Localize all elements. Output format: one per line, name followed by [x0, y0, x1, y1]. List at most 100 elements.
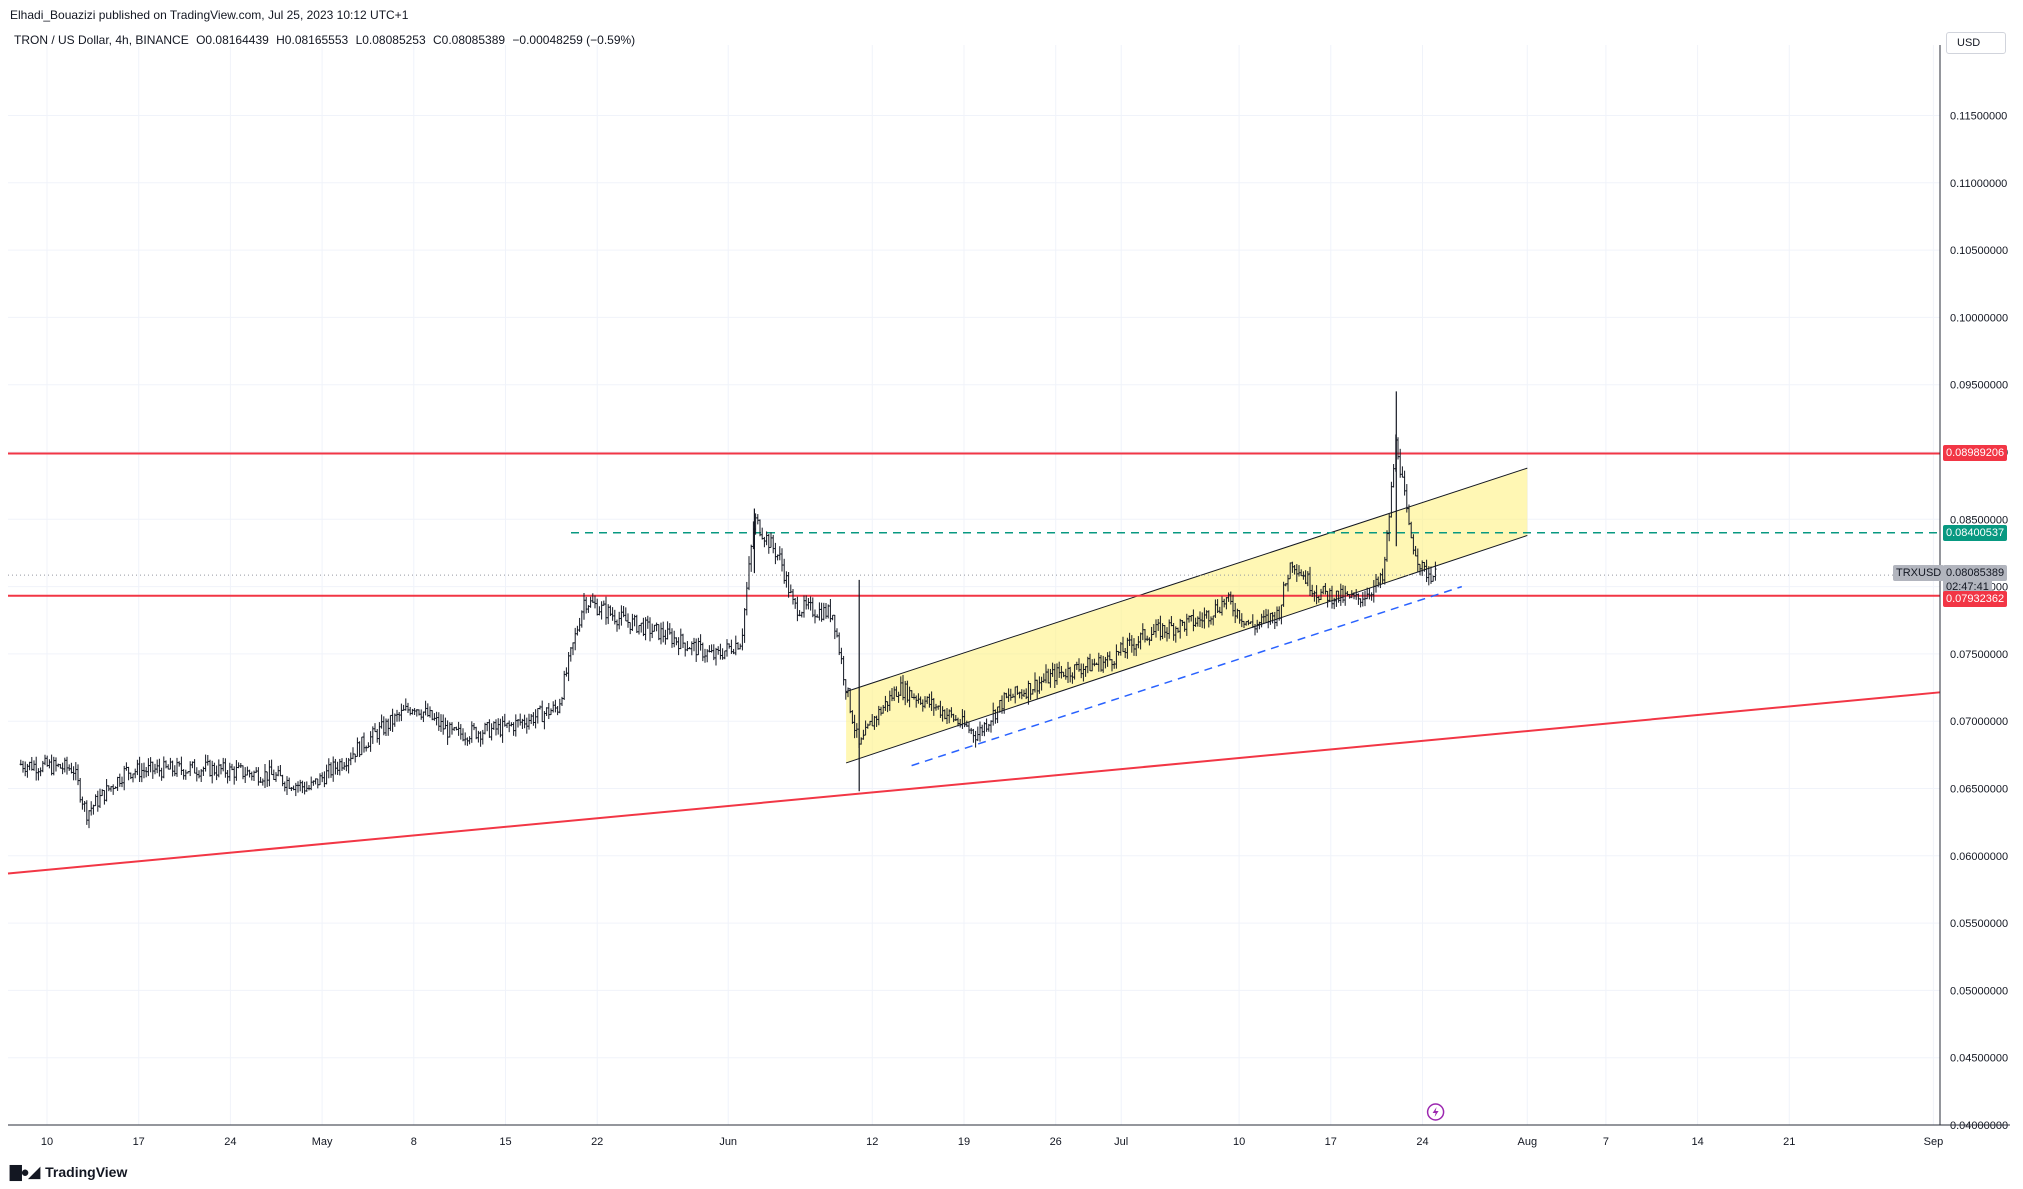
- candle: [156, 759, 159, 774]
- tradingview-logo[interactable]: ▇●◢ TradingView: [10, 1163, 127, 1181]
- x-tick-label: 19: [958, 1136, 970, 1148]
- candle: [835, 628, 839, 638]
- candle: [607, 604, 610, 625]
- candle: [692, 637, 696, 652]
- icons: [1426, 1103, 1445, 1121]
- publisher-line: Elhadi_Bouazizi published on TradingView…: [10, 8, 409, 22]
- candle: [151, 761, 154, 779]
- candle: [259, 776, 262, 783]
- candle: [805, 595, 808, 610]
- candle: [142, 762, 146, 779]
- y-tick-label: 0.11500000: [1950, 111, 2007, 123]
- candle: [802, 595, 806, 618]
- candle: [98, 788, 102, 808]
- candle: [1005, 692, 1008, 699]
- candle: [222, 757, 225, 772]
- candle: [730, 639, 733, 654]
- candle: [710, 644, 713, 653]
- candle: [596, 598, 599, 616]
- candle: [668, 623, 671, 635]
- candle: [633, 614, 636, 627]
- candle: [565, 667, 568, 677]
- candle: [305, 781, 308, 792]
- candle: [989, 720, 993, 733]
- candle: [147, 758, 150, 777]
- candle: [160, 767, 163, 781]
- candle: [351, 747, 355, 760]
- candle: [1432, 575, 1435, 582]
- candle: [21, 760, 25, 773]
- candle: [268, 760, 271, 787]
- candle: [43, 754, 47, 766]
- candle: [774, 542, 777, 565]
- candle: [395, 709, 399, 722]
- candle: [809, 596, 812, 611]
- candle: [604, 596, 608, 625]
- candle: [140, 763, 143, 783]
- candle: [545, 707, 548, 716]
- candle: [578, 617, 581, 632]
- candle: [39, 767, 42, 777]
- candle: [365, 745, 368, 752]
- price-chart[interactable]: 0.04000000 0.04500000 0.05000000 0.05500000…: [0, 0, 2023, 1160]
- x-tick-label: Jun: [719, 1136, 737, 1148]
- candle: [283, 781, 286, 792]
- y-tick-label: 0.05000000: [1950, 985, 2008, 997]
- candle: [829, 598, 832, 623]
- candle: [123, 765, 126, 791]
- candle: [332, 756, 335, 782]
- ohlc-high: H0.08165553: [276, 33, 349, 47]
- x-tick-label: 24: [224, 1136, 236, 1148]
- candle: [765, 531, 768, 546]
- candle: [32, 760, 36, 771]
- candle: [475, 726, 478, 740]
- candle: [796, 596, 799, 622]
- candle: [1396, 437, 1400, 460]
- candle: [446, 720, 449, 745]
- y-tick-label: 0.04500000: [1950, 1053, 2008, 1065]
- candle: [134, 768, 137, 779]
- candle: [213, 762, 216, 776]
- candle: [598, 606, 601, 616]
- currency-button[interactable]: USD: [1946, 32, 2006, 54]
- candle: [895, 686, 898, 697]
- candle: [420, 709, 423, 720]
- candle: [428, 706, 432, 718]
- candle: [985, 718, 988, 732]
- candle: [171, 760, 174, 777]
- y-tick-label: 0.07000000: [1950, 716, 2008, 728]
- candle: [314, 778, 317, 785]
- symbol-name[interactable]: TRON / US Dollar, 4h, BINANCE: [14, 33, 189, 47]
- candle: [939, 700, 942, 718]
- candle: [349, 752, 352, 766]
- candle: [906, 680, 909, 703]
- candle: [697, 637, 700, 656]
- candle: [666, 621, 669, 640]
- candle: [543, 711, 546, 730]
- candle: [611, 607, 614, 621]
- candle: [250, 771, 253, 781]
- candle: [455, 726, 458, 731]
- candle: [101, 789, 104, 797]
- candle: [19, 759, 22, 766]
- candle: [35, 756, 38, 781]
- candle: [741, 628, 744, 651]
- candle: [369, 731, 372, 752]
- candle: [987, 723, 990, 732]
- candle: [444, 717, 447, 730]
- candle: [653, 624, 656, 632]
- candle: [263, 764, 267, 789]
- candle: [585, 596, 588, 614]
- candle: [435, 711, 438, 726]
- candle: [822, 602, 825, 621]
- candle: [917, 693, 920, 704]
- tradingview-brand: TradingView: [45, 1164, 128, 1180]
- candle: [215, 765, 218, 781]
- candle: [519, 713, 522, 726]
- candle: [761, 527, 764, 540]
- candle: [439, 714, 443, 733]
- candle: [277, 765, 280, 777]
- trend-lines[interactable]: [7, 452, 1941, 875]
- candle: [112, 784, 115, 795]
- candle: [732, 648, 735, 655]
